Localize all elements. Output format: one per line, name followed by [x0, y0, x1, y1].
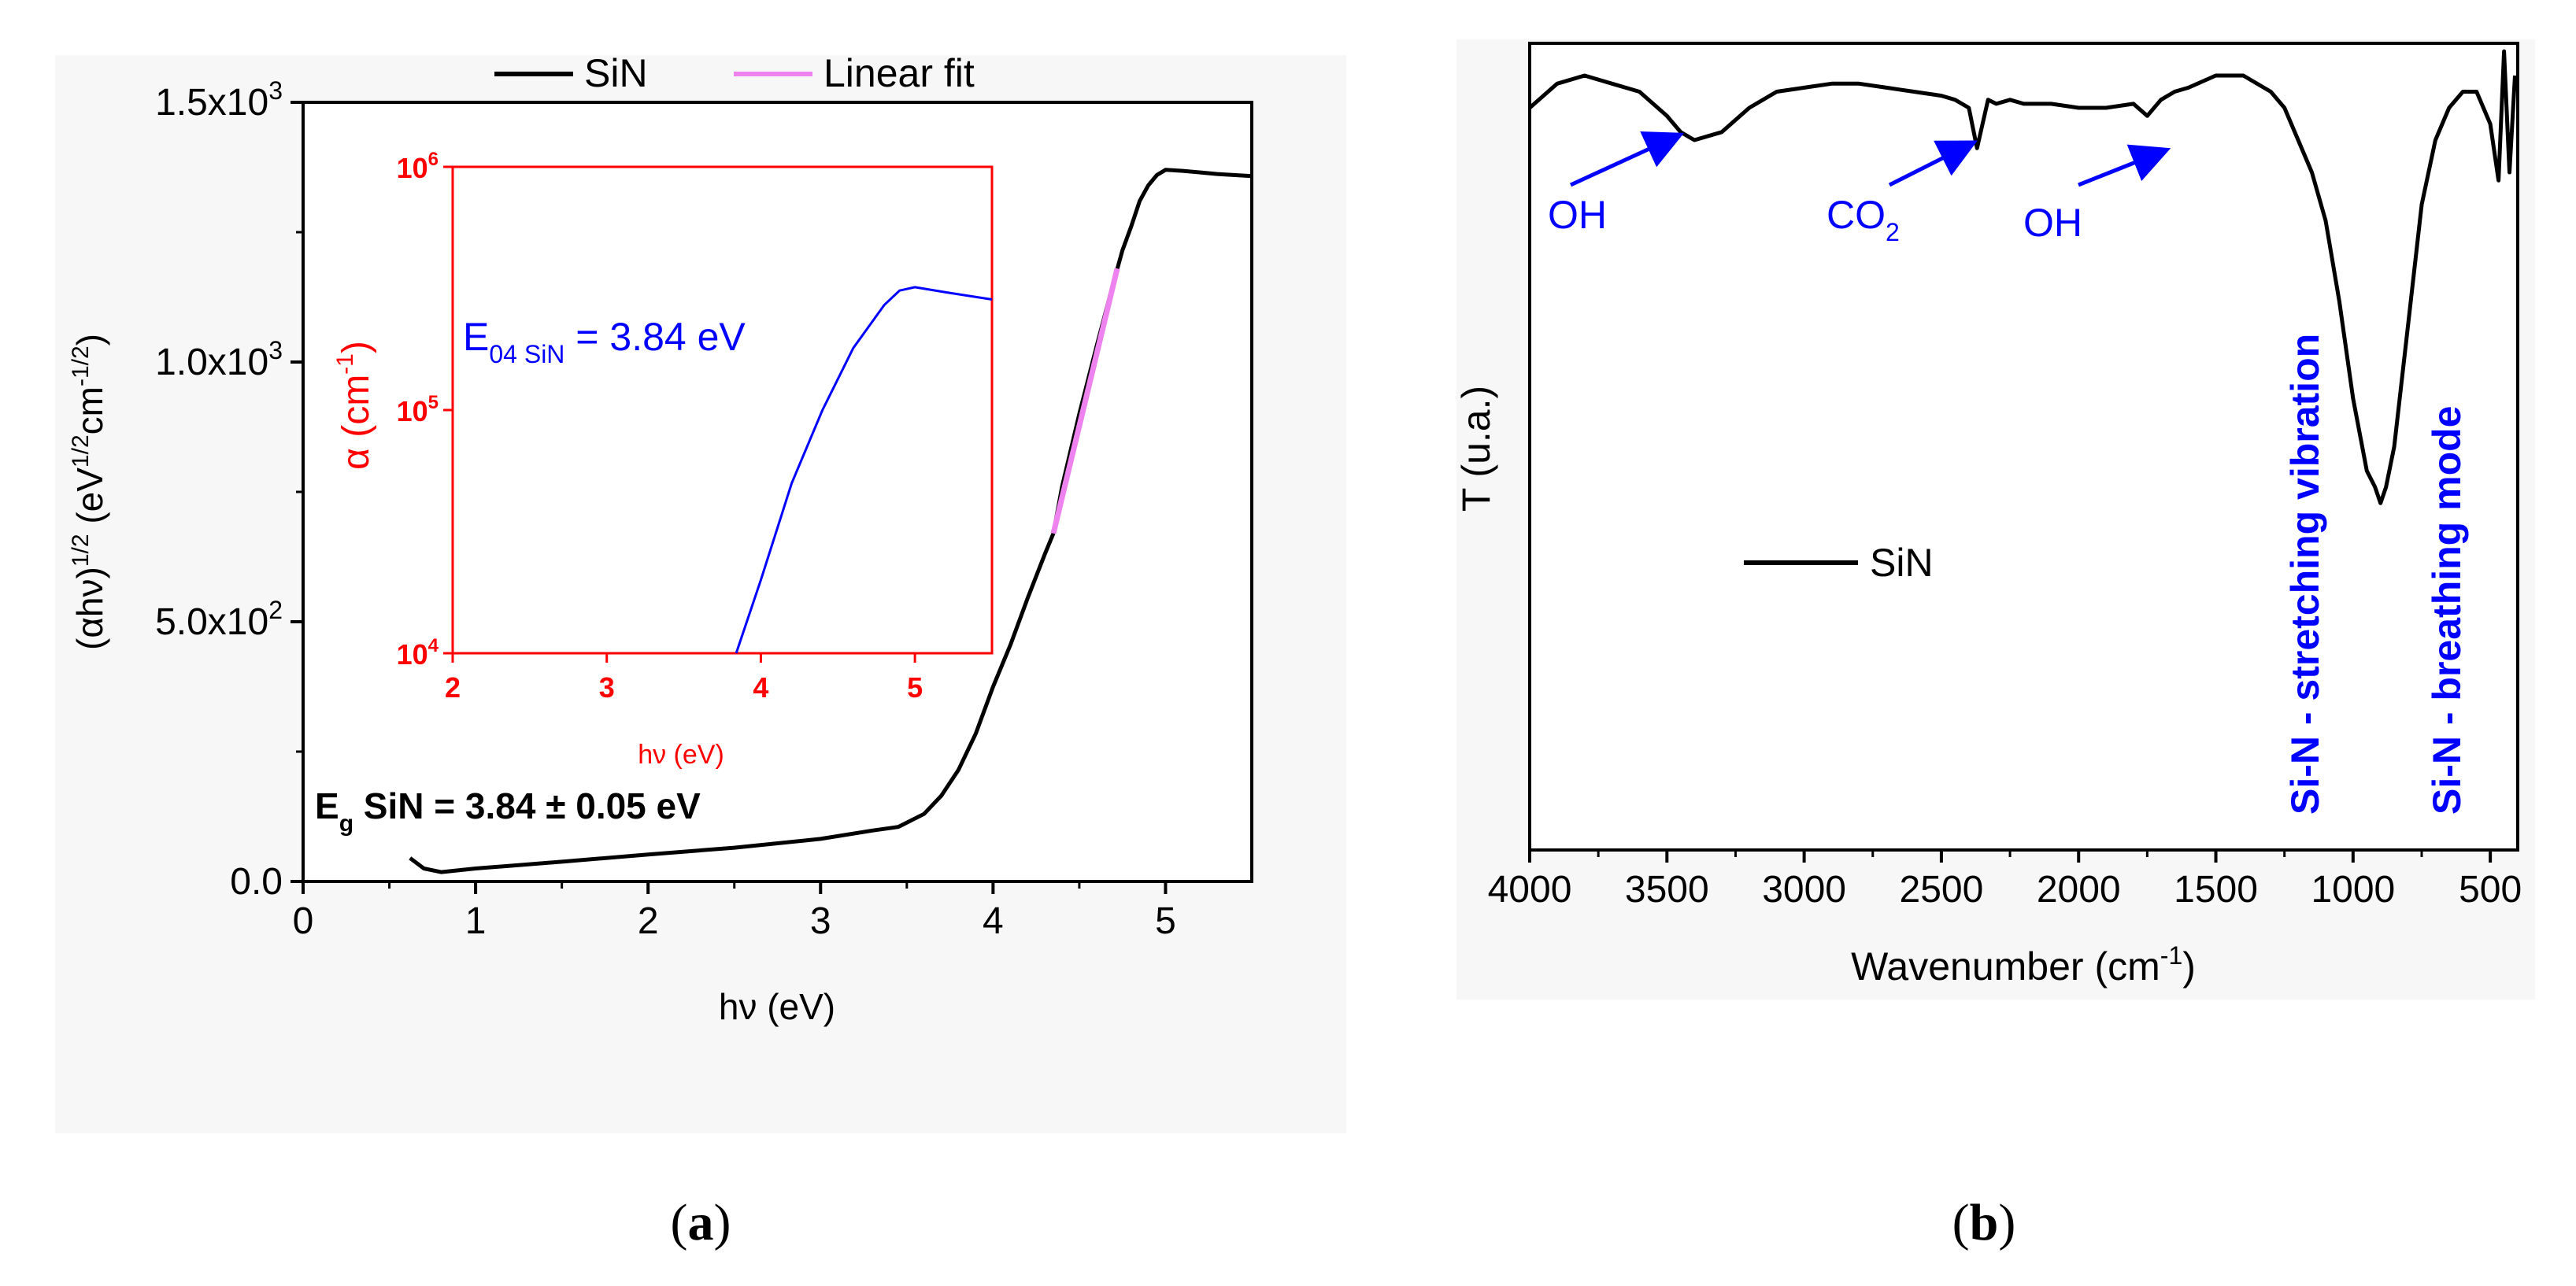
panel-b-ticks: 4000 3500 3000 2500 2000 1500 1000 500 — [1488, 850, 2522, 911]
legend-label-sin: SiN — [584, 51, 648, 95]
caption-b-letter: b — [1970, 1194, 1999, 1251]
annotation-breathing-mode: Si-N - breathing mode — [2425, 406, 2469, 815]
a-series-linear-fit — [1050, 268, 1120, 534]
b-xlabel-exp: -1 — [2160, 941, 2182, 970]
a-xtick-label-5: 5 — [1155, 900, 1176, 942]
y-label-exp2: 1/2 — [68, 434, 94, 467]
y-label-unit: (eV — [69, 467, 110, 534]
b-xlabel-close: ) — [2182, 944, 2196, 989]
b-xtick-label-2000: 2000 — [2037, 869, 2121, 911]
panel-b-plot-frame — [1528, 42, 2519, 852]
b-xtick-label-1000: 1000 — [2311, 869, 2395, 911]
y-label-exp3: -1/2 — [68, 346, 94, 386]
e04-sub: 04 SiN — [489, 340, 564, 368]
a-ytick-label-0: 0.0 — [230, 861, 283, 903]
b-xtick-label-1500: 1500 — [2174, 869, 2258, 911]
inset-xtick-label-3: 3 — [599, 671, 615, 704]
inset-x-axis-label: hν (eV) — [638, 740, 724, 770]
caption-a-letter: a — [688, 1194, 714, 1251]
inset-e04-annotation: E04 SiN = 3.84 eV — [463, 315, 746, 368]
b-xtick-label-2500: 2500 — [1900, 869, 1984, 911]
y-label-exp1: 1/2 — [68, 534, 94, 567]
eg-rest: SiN = 3.84 ± 0.05 eV — [353, 785, 701, 826]
annotation-oh-3450: OH — [1548, 193, 1607, 237]
panel-a-ticks: 0 1 2 3 4 5 0.0 5.0x102 1.0x103 1.5x103 — [155, 76, 1176, 942]
eg-main: E — [315, 785, 339, 826]
b-xtick-label-500: 500 — [2459, 869, 2522, 911]
inset-ytick-label-2: 106 — [397, 149, 439, 184]
arrow-oh-1700 — [2078, 144, 2171, 187]
a-xtick-label-3: 3 — [810, 900, 831, 942]
caption-a: (a) — [671, 1194, 731, 1251]
annotation-stretching-vibration: Si-N - stretching vibration — [2283, 334, 2327, 815]
b-series-sin — [1528, 49, 2517, 505]
co2-main: CO — [1827, 193, 1886, 237]
y-label-close: ) — [69, 334, 110, 346]
panel-a-eg-annotation: Eg SiN = 3.84 ± 0.05 eV — [315, 785, 701, 837]
annotation-co2: CO2 — [1827, 193, 1900, 246]
inset-ytick-label-0: 104 — [397, 635, 439, 671]
inset-xtick-label-2: 2 — [445, 671, 461, 704]
panel-a: 0 1 2 3 4 5 0.0 5.0x102 1.0x103 1.5x103 SiN Linea… — [68, 51, 1253, 1027]
eg-sub: g — [339, 811, 353, 837]
inset-xtick-label-4: 4 — [753, 671, 768, 704]
panel-b-x-axis-label: Wavenumber (cm-1) — [1851, 941, 2196, 989]
a-series-sin — [409, 168, 1253, 874]
panel-a-x-axis-label: hν (eV) — [719, 986, 835, 1027]
inset-ytick-label-1: 105 — [397, 392, 439, 427]
a-xtick-label-0: 0 — [293, 900, 314, 942]
e04-main: E — [463, 315, 489, 359]
inset-y-axis-label: α (cm-1) — [332, 341, 377, 470]
b-xlabel-base: Wavenumber (cm — [1851, 944, 2160, 989]
a-xtick-label-4: 4 — [983, 900, 1004, 942]
inset-ticks: 2 3 4 5 104 105 106 — [397, 149, 923, 704]
inset-plot-frame — [451, 165, 994, 655]
panel-b-y-axis-label: T (u.a.) — [1454, 386, 1498, 512]
panel-a-y-axis-label: (αhν)1/2 (eV1/2cm-1/2) — [68, 334, 110, 650]
inset-ylabel-base: α (cm — [335, 375, 377, 470]
co2-sub: 2 — [1886, 218, 1900, 246]
a-ytick-label-2: 1.0x103 — [155, 336, 283, 383]
y-label-base: (αhν) — [69, 567, 110, 650]
inset-xtick-label-5: 5 — [907, 671, 923, 704]
a-ytick-label-3: 1.5x103 — [155, 76, 283, 124]
inset-series-alpha — [735, 286, 993, 654]
b-xtick-label-3000: 3000 — [1762, 869, 1846, 911]
arrow-oh-3450 — [1569, 131, 1685, 187]
legend-label-linear-fit: Linear fit — [824, 51, 975, 95]
a-ytick-label-1: 5.0x102 — [155, 596, 283, 643]
panel-b-series — [1528, 49, 2517, 505]
b-xtick-label-3500: 3500 — [1625, 869, 1709, 911]
inset-ylabel-close: ) — [335, 341, 377, 353]
arrow-co2 — [1888, 140, 1978, 187]
b-xtick-label-4000: 4000 — [1488, 869, 1572, 911]
a-xtick-label-1: 1 — [465, 900, 487, 942]
inset-ylabel-exp: -1 — [332, 353, 358, 375]
y-label-unit2: cm — [69, 386, 110, 434]
inset-series — [735, 286, 993, 654]
panel-b-legend-label: SiN — [1870, 541, 1934, 585]
panel-a-series — [409, 168, 1253, 874]
caption-b: (b) — [1952, 1194, 2016, 1251]
e04-rest: = 3.84 eV — [564, 315, 746, 359]
a-xtick-label-2: 2 — [638, 900, 659, 942]
panel-b: 4000 3500 3000 2500 2000 1500 1000 500 T (u.a.)… — [1454, 42, 2522, 989]
annotation-oh-1700: OH — [2023, 201, 2082, 245]
